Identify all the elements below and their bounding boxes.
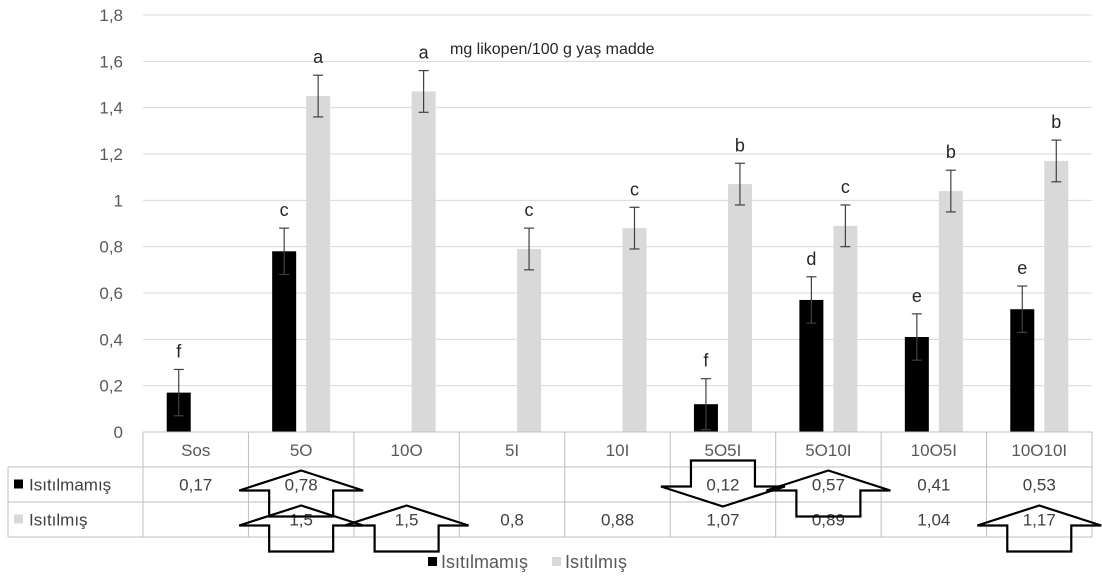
- error-bar: [524, 227, 535, 271]
- significance-letter: a: [313, 47, 324, 67]
- y-tick-label: 1,6: [99, 52, 123, 71]
- legend-swatch: [552, 557, 561, 566]
- up-arrow-icon: [766, 469, 891, 518]
- bar: [517, 248, 542, 432]
- up-arrow-icon: [344, 504, 469, 553]
- x-tick-label: 10O5I: [911, 441, 957, 460]
- significance-letter: c: [841, 177, 850, 197]
- table-cell: 0,88: [601, 511, 634, 530]
- y-axis: 0 0,2 0,4 0,6 0,8 1 1,2 1,4 1,6 1,8: [99, 6, 123, 442]
- significance-letter: f: [703, 351, 709, 371]
- error-bar: [313, 74, 324, 118]
- error-bar: [700, 378, 711, 431]
- data-table: Sos 5O 10O 5I 10I 5O5I 5O10I 10O5I 10O10IIsıtılm…: [7, 431, 1093, 538]
- y-tick-label: 0,8: [99, 238, 123, 257]
- significance-letter: e: [912, 286, 922, 306]
- table-cell: 1,5: [395, 511, 419, 530]
- table-row-label: Isıtılmamış: [29, 476, 111, 495]
- up-arrow-icon: [976, 504, 1102, 553]
- y-tick-label: 1: [114, 191, 123, 210]
- row-legend-key: [14, 514, 23, 524]
- y-tick-label: 1,8: [99, 6, 123, 25]
- table-cell: 0,53: [1023, 476, 1056, 495]
- legend-label: Isıtılmamış: [441, 552, 528, 572]
- legend: Isıtılmamış Isıtılmış: [428, 552, 627, 572]
- bar: [411, 91, 436, 432]
- row-legend-key: [14, 479, 23, 489]
- significance-letter: e: [1017, 258, 1027, 278]
- table-row-label: Isıtılmış: [29, 511, 88, 530]
- arrow-annotations: [238, 459, 1102, 553]
- bar: [272, 251, 297, 432]
- table-cell: 0,8: [500, 511, 524, 530]
- table-cell: 0,41: [917, 476, 950, 495]
- x-tick-label: 10O10I: [1011, 441, 1067, 460]
- significance-letter: c: [630, 179, 639, 199]
- bar: [622, 228, 647, 432]
- x-tick-label: 10O: [391, 441, 423, 460]
- y-tick-label: 0,2: [99, 377, 123, 396]
- up-arrow-icon: [238, 469, 364, 518]
- error-bar: [806, 276, 817, 324]
- significance-letter: f: [176, 341, 182, 361]
- error-bar: [840, 204, 851, 248]
- significance-letter: c: [525, 200, 534, 220]
- y-tick-label: 1,4: [99, 99, 123, 118]
- bar: [1044, 160, 1069, 432]
- table-cell: 1,5: [289, 511, 313, 530]
- significance-letter: a: [419, 43, 430, 63]
- error-bar: [945, 169, 956, 213]
- error-bar: [911, 313, 922, 361]
- table-cell: 0,57: [812, 476, 845, 495]
- y-tick-label: 0,6: [99, 284, 123, 303]
- significance-letter: b: [946, 142, 956, 162]
- table-cell: 0,12: [706, 476, 739, 495]
- bar: [938, 191, 963, 432]
- bars: f c f d e e a a c c b c b b: [166, 43, 1069, 432]
- x-tick-label: 5O10I: [805, 441, 851, 460]
- significance-letter: b: [1051, 112, 1061, 132]
- table-cell: 0,78: [285, 476, 318, 495]
- table-cell: 1,07: [706, 511, 739, 530]
- error-bar: [629, 206, 640, 250]
- legend-swatch: [428, 557, 437, 566]
- significance-letter: b: [735, 135, 745, 155]
- bar: [727, 184, 752, 432]
- table-cell: 0,89: [812, 511, 845, 530]
- bar: [833, 225, 858, 432]
- bar: [306, 96, 331, 432]
- significance-letter: d: [806, 249, 816, 269]
- table-cell: 0,17: [179, 476, 212, 495]
- error-bar: [1017, 285, 1028, 333]
- x-tick-label: 5O5I: [705, 441, 742, 460]
- table-cell: 1,17: [1023, 511, 1056, 530]
- y-tick-label: 0,4: [99, 330, 123, 349]
- error-bar: [279, 227, 290, 276]
- legend-label: Isıtılmış: [565, 552, 627, 572]
- x-tick-label: 10I: [606, 441, 630, 460]
- y-tick-label: 1,2: [99, 145, 123, 164]
- table-cell: 1,04: [917, 511, 950, 530]
- y-tick-label: 0: [114, 423, 123, 442]
- error-bar: [1051, 139, 1062, 183]
- x-tick-label: Sos: [181, 441, 210, 460]
- chart-title: mg likopen/100 g yaş madde: [450, 41, 655, 58]
- x-tick-label: 5I: [505, 441, 519, 460]
- error-bar: [734, 162, 745, 206]
- error-bar: [418, 69, 429, 113]
- significance-letter: c: [280, 200, 289, 220]
- error-bar: [173, 368, 184, 417]
- x-tick-label: 5O: [290, 441, 313, 460]
- gridlines: [143, 14, 1092, 433]
